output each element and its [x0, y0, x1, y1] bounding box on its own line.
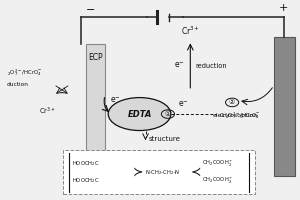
- Text: $+$: $+$: [278, 2, 288, 13]
- Text: e$^{-}$: e$^{-}$: [110, 96, 121, 105]
- Text: duction: duction: [7, 82, 28, 87]
- Text: $\prec$: $\prec$: [188, 166, 202, 179]
- FancyBboxPatch shape: [86, 44, 105, 157]
- Text: HOOCH$_2$C: HOOCH$_2$C: [72, 159, 100, 168]
- FancyBboxPatch shape: [63, 150, 254, 194]
- Text: ①: ①: [165, 111, 171, 117]
- Text: Cr$^{3+}$: Cr$^{3+}$: [181, 25, 200, 37]
- Text: Cr$_{2}$O$_{7}^{2-}$/HCrO$_{4}^{-}$: Cr$_{2}$O$_{7}^{2-}$/HCrO$_{4}^{-}$: [219, 111, 260, 121]
- Text: reduction: reduction: [196, 63, 227, 69]
- Text: N-CH$_2$-CH$_2$-N: N-CH$_2$-CH$_2$-N: [145, 168, 180, 177]
- Text: e$^{-}$: e$^{-}$: [178, 100, 189, 109]
- Text: EDTA: EDTA: [128, 110, 152, 119]
- Text: electrosoption: electrosoption: [212, 113, 258, 118]
- Text: HOOCH$_2$C: HOOCH$_2$C: [72, 176, 100, 185]
- Text: $_{2}$O$_{7}^{2-}$/HCrO$_{4}^{-}$: $_{2}$O$_{7}^{2-}$/HCrO$_{4}^{-}$: [7, 67, 42, 78]
- Text: CH$_2$COOH$_2^+$: CH$_2$COOH$_2^+$: [202, 176, 234, 186]
- Text: $\succ$: $\succ$: [130, 166, 143, 179]
- Ellipse shape: [108, 98, 171, 131]
- Text: CH$_2$COOH$_2^+$: CH$_2$COOH$_2^+$: [202, 158, 234, 169]
- Text: ECP: ECP: [88, 53, 103, 62]
- FancyBboxPatch shape: [274, 37, 295, 176]
- Text: ②: ②: [229, 99, 235, 105]
- Text: structure: structure: [148, 136, 180, 142]
- Text: Cr$^{3+}$: Cr$^{3+}$: [39, 105, 55, 117]
- Text: e$^{-}$: e$^{-}$: [174, 61, 185, 70]
- Text: $-$: $-$: [85, 3, 95, 13]
